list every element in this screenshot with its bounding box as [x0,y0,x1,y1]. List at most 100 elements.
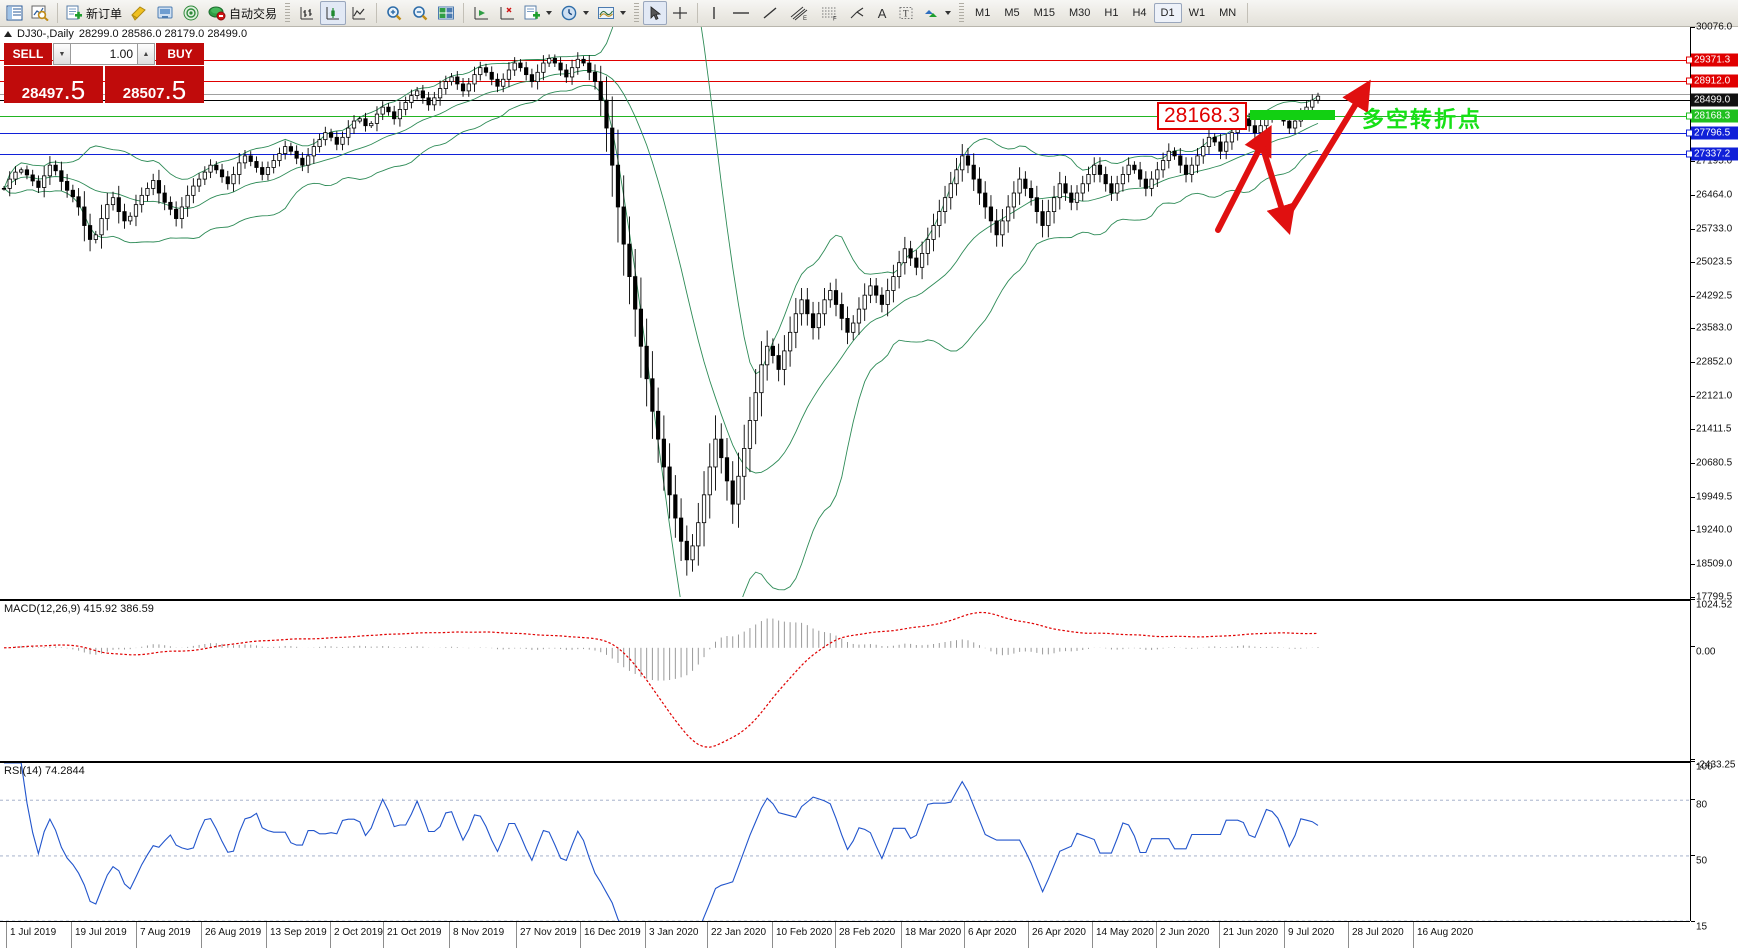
chart-area[interactable]: DJ30-,Daily 28299.0 28586.0 28179.0 2849… [0,22,1738,948]
level-line-29371.3[interactable] [0,59,1690,61]
timeframe-m5[interactable]: M5 [1004,7,1020,19]
level-line-27337.2[interactable] [0,154,1690,156]
time-label: 14 May 2020 [1096,927,1154,938]
volume-increment-button[interactable]: ▲ [137,44,154,64]
tile-windows-icon[interactable] [433,1,459,25]
volume-value[interactable]: 1.00 [109,47,133,61]
signals-icon[interactable] [178,1,204,25]
volume-decrement-button[interactable]: ▼ [54,44,71,64]
time-label: 16 Aug 2020 [1417,927,1474,938]
toolbar-grip-2[interactable] [634,3,640,23]
level-line-28635.5[interactable] [0,93,1690,95]
timeframe-group: M1 M5 M15 M30 H1 H4 D1 W1 MN [968,3,1243,23]
bar-chart-icon[interactable] [294,1,320,25]
buy-price[interactable]: 28507 .5 [105,66,204,103]
autotrading-button[interactable]: 自动交易 [204,1,281,25]
chevron-down-icon-4[interactable] [945,11,952,15]
rsi-pane[interactable]: RSI(14) 74.2844 [0,761,1690,921]
autotrading-label: 自动交易 [229,6,278,21]
sell-price[interactable]: 28497 .5 [4,66,103,103]
text-box-icon[interactable]: T [894,1,918,25]
zoom-out-icon[interactable] [407,1,433,25]
time-tick [1028,922,1029,948]
symbol-info-bar: DJ30-,Daily 28299.0 28586.0 28179.0 2849… [4,28,247,40]
toolbar-divider-5 [1247,3,1249,23]
price-badge-27796.5[interactable]: 27796.5 [1691,126,1738,140]
level-handle[interactable] [1686,150,1693,158]
price-tick [1691,362,1695,364]
line-chart-icon[interactable] [346,1,372,25]
periods-icon[interactable] [556,1,593,25]
timeframe-h1[interactable]: H1 [1104,7,1119,19]
volume-stepper[interactable]: ▼ 1.00 ▲ [53,43,155,65]
market-watch-icon[interactable] [2,1,27,25]
terminal-icon[interactable] [152,1,178,25]
price-badge-28499.0[interactable]: 28499.0 [1691,93,1738,107]
level-handle[interactable] [1686,112,1693,120]
price-axis[interactable]: 30076.0 29371.3 28912.0 28499.0 28168.3 27796… [1686,22,1738,933]
new-order-button[interactable]: 新订单 [62,1,126,25]
equidistant-channel-icon[interactable]: E [784,1,814,25]
price-annotation-box[interactable]: 28168.3 [1157,101,1247,130]
zoom-in-icon[interactable] [381,1,407,25]
templates-icon[interactable] [593,1,630,25]
text-label-icon[interactable]: A [870,1,894,25]
time-axis[interactable]: 1 Jul 2019 19 Jul 2019 7 Aug 2019 26 Aug 20… [0,921,1690,948]
chevron-down-icon-3[interactable] [620,11,627,15]
time-label: 28 Feb 2020 [839,927,896,938]
timeframe-m15[interactable]: M15 [1033,7,1055,19]
timeframe-m1[interactable]: M1 [975,7,991,19]
chart-shift-icon[interactable] [494,1,520,25]
macd-tick [1691,646,1695,648]
time-label: 1 Jul 2019 [10,927,57,938]
auto-scroll-icon[interactable] [468,1,494,25]
level-handle[interactable] [1686,77,1693,85]
macd-pane[interactable]: MACD(12,26,9) 415.92 386.59 [0,599,1690,759]
price-tick [1691,228,1695,230]
macd-tick [1691,599,1695,600]
toolbar-grip-3[interactable] [959,3,965,23]
timeframe-h4[interactable]: H4 [1132,7,1147,19]
price-badge-27337.2[interactable]: 27337.2 [1691,147,1738,161]
fibonacci-icon[interactable]: F [814,1,844,25]
timeframe-m30[interactable]: M30 [1069,7,1091,19]
toolbar-grip[interactable] [285,3,291,23]
crosshair-icon[interactable] [667,1,693,25]
shapes-icon[interactable] [918,1,955,25]
one-click-trading-panel[interactable]: SELL ▼ 1.00 ▲ BUY 28497 [4,43,204,103]
chinese-annotation-label[interactable]: 多空转折点 [1362,106,1483,132]
collapse-triangle-icon[interactable] [4,31,12,37]
data-window-icon[interactable] [27,1,53,25]
level-line-28912.0[interactable] [0,81,1690,83]
horizontal-line-icon[interactable] [726,1,756,25]
price-pane[interactable]: DJ30-,Daily 28299.0 28586.0 28179.0 2849… [0,27,1690,597]
timeframe-w1[interactable]: W1 [1188,7,1206,19]
trendline-icon[interactable] [756,1,784,25]
andrews-pitchfork-icon[interactable] [844,1,870,25]
green-resistance-bar[interactable] [1250,109,1335,120]
main-toolbar: 新订单 自动交易 [0,0,1738,27]
candlestick-chart-icon[interactable] [320,1,347,25]
time-label: 2 Jun 2020 [1160,927,1210,938]
bollinger-lower-band [3,84,1319,597]
timeframe-d1[interactable]: D1 [1153,3,1182,23]
price-badge-28912.0[interactable]: 28912.0 [1691,74,1738,88]
time-tick [71,922,72,948]
price-badge-29371.3[interactable]: 29371.3 [1691,53,1738,67]
chevron-down-icon[interactable] [546,11,553,15]
level-handle[interactable] [1686,56,1693,64]
time-tick [707,922,708,948]
chevron-down-icon-2[interactable] [583,11,590,15]
metaeditor-icon[interactable] [126,1,152,25]
sell-button[interactable]: SELL [4,43,52,65]
buy-button[interactable]: BUY [156,43,204,65]
indicators-icon[interactable] [520,1,556,25]
rsi-line [4,763,1319,921]
price-badge-28168.3[interactable]: 28168.3 [1691,109,1738,123]
rsi-tick-label: 50 [1696,855,1708,867]
cursor-icon[interactable] [643,1,668,25]
timeframe-mn[interactable]: MN [1219,7,1237,19]
level-handle[interactable] [1686,129,1693,137]
new-order-label: 新订单 [86,6,123,21]
vertical-line-icon[interactable] [702,1,726,25]
